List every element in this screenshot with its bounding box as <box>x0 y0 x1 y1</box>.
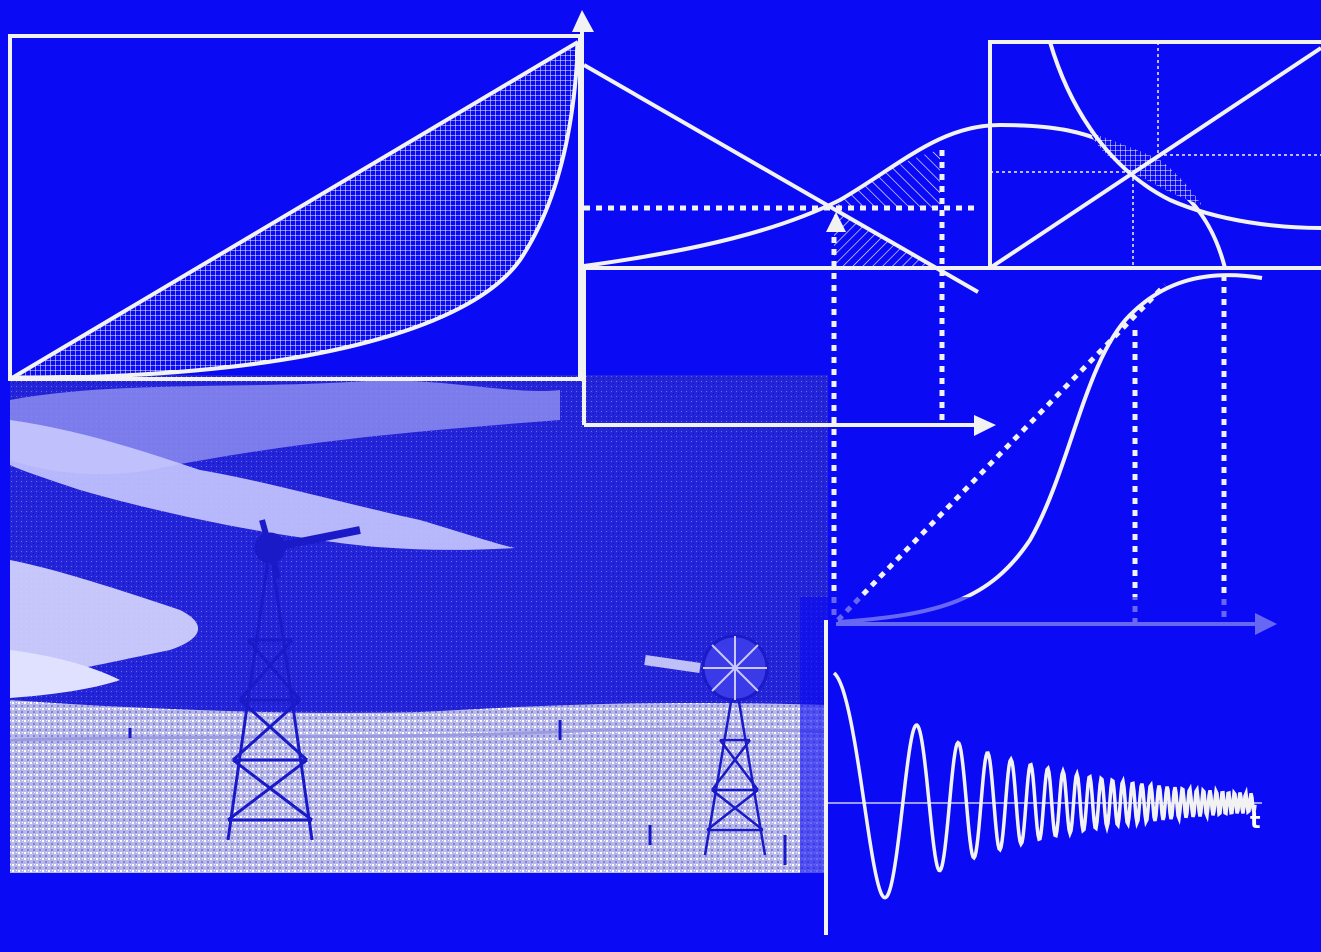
s-curve-panel <box>836 273 1277 635</box>
damped-oscillation-panel: t <box>800 597 1290 947</box>
arrow-right-icon <box>974 415 996 436</box>
intersection-box <box>988 40 1321 270</box>
windmill-photo <box>10 375 828 873</box>
windmill-right <box>644 634 769 856</box>
windmill-left <box>226 519 361 841</box>
lorenz-style-chart <box>8 34 582 381</box>
oscillation-axis-label: t <box>1250 809 1261 834</box>
